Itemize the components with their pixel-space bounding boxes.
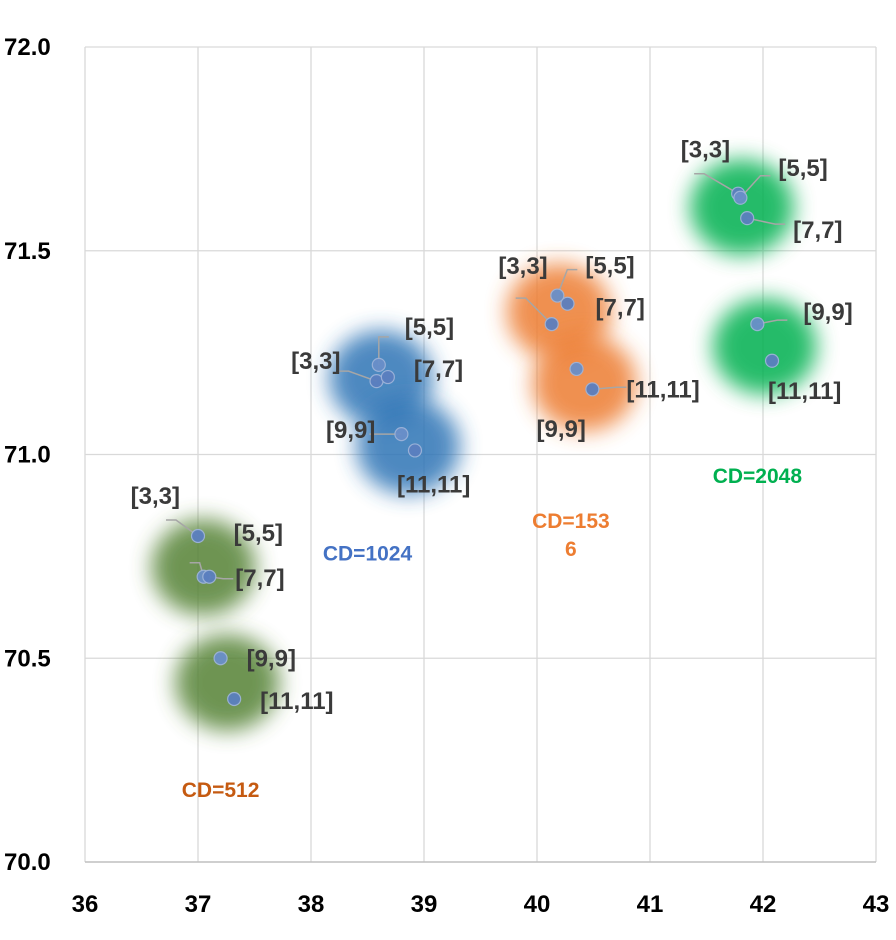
x-tick-label: 37: [185, 891, 212, 918]
data-point: [740, 211, 755, 226]
grid-lines: [84, 46, 877, 862]
point-label: [3,3]: [498, 253, 547, 280]
label-leader-line: [166, 519, 199, 537]
point-label: [11,11]: [397, 471, 470, 498]
label-leader-line: [378, 336, 389, 365]
label-leader-line: [592, 386, 627, 391]
cluster-blobs: [151, 159, 817, 731]
data-point: [560, 296, 575, 311]
y-tick-label: 71.0: [4, 442, 51, 469]
group-label: 6: [565, 538, 577, 561]
point-label: [5,5]: [585, 253, 634, 280]
point-label: [5,5]: [234, 520, 283, 547]
cluster-blob: [356, 398, 461, 495]
label-leader-line: [338, 370, 377, 382]
point-labels: [3,3] [5,5] [7,7] [9,9] [11,11] [3,3] [5,5] [7,…: [131, 137, 853, 715]
data-point: [227, 691, 242, 707]
data-point: [371, 357, 386, 372]
data-point: [750, 317, 765, 332]
label-leader-line: [515, 297, 553, 325]
point-label: [11,11]: [768, 378, 841, 405]
point-label: [9,9]: [326, 417, 375, 444]
data-point: [550, 288, 565, 303]
point-label: [7,7]: [793, 217, 842, 244]
point-label: [9,9]: [537, 416, 586, 443]
point-label: [5,5]: [778, 155, 827, 182]
x-tick-label: 39: [411, 891, 438, 918]
cluster-blob: [689, 159, 794, 256]
x-tick-label: 40: [524, 891, 551, 918]
data-points: [190, 186, 780, 707]
x-tick-label: 41: [637, 891, 664, 918]
group-label: CD=2048: [713, 465, 803, 488]
data-point: [202, 569, 217, 584]
x-tick-label: 36: [72, 891, 99, 918]
label-leader-lines: [166, 172, 788, 580]
data-point: [585, 382, 600, 397]
y-tick-label: 70.5: [4, 645, 51, 672]
point-label: [3,3]: [681, 137, 730, 164]
point-label: [7,7]: [596, 295, 645, 322]
data-point: [569, 361, 584, 377]
group-label: CD=512: [182, 779, 260, 802]
y-tick-label: 71.5: [4, 238, 51, 265]
x-tick-label: 38: [298, 891, 325, 918]
point-label: [11,11]: [626, 376, 699, 403]
data-point: [380, 369, 395, 385]
data-point: [213, 651, 228, 666]
y-tick-label: 72.0: [4, 34, 51, 61]
data-point: [407, 443, 423, 458]
data-point: [764, 353, 780, 368]
group-label: CD=153: [532, 510, 610, 533]
cluster-blob: [151, 519, 256, 616]
label-leader-line: [556, 268, 578, 296]
data-point: [190, 528, 206, 544]
cluster-blob: [712, 298, 817, 395]
point-label: [7,7]: [235, 565, 284, 592]
data-point: [394, 427, 409, 442]
cluster-blob: [175, 634, 280, 731]
x-tick-label: 42: [750, 891, 777, 918]
group-label: CD=1024: [323, 542, 413, 565]
point-label: [5,5]: [405, 314, 454, 341]
point-label: [9,9]: [803, 299, 852, 326]
point-label: [3,3]: [291, 348, 340, 375]
x-tick-label: 43: [863, 891, 890, 918]
point-label: [3,3]: [131, 483, 180, 510]
label-leader-line: [694, 172, 739, 195]
point-label: [7,7]: [414, 356, 463, 383]
axes: 36 37 38 39 40 41 42 43 70.0 70.5 71.0 71.5 72.0: [4, 34, 889, 918]
group-labels: CD=512 CD=1024 CD=153 6 CD=2048: [182, 465, 803, 802]
data-point: [733, 190, 748, 205]
label-leader-line: [739, 175, 771, 199]
y-tick-label: 70.0: [4, 849, 51, 876]
cluster-blob: [532, 335, 637, 432]
label-leader-line: [747, 217, 786, 225]
point-label: [9,9]: [247, 645, 296, 672]
data-point: [544, 317, 559, 332]
point-label: [11,11]: [260, 688, 333, 715]
